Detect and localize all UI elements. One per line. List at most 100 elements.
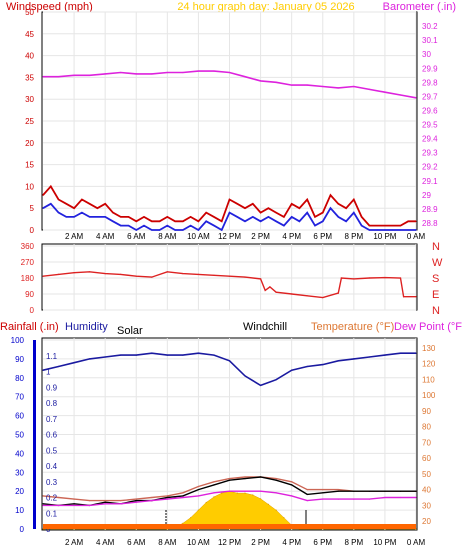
windspeed-line-point [73, 207, 75, 209]
wind_avg-line-point [213, 225, 215, 227]
wind_avg-line-point [322, 220, 324, 222]
solar-point [275, 509, 277, 511]
temperature-line-point [228, 478, 231, 480]
dew_point-line-point [353, 498, 355, 500]
humidity-line-point [306, 365, 308, 368]
wind_avg-line-point [361, 225, 363, 227]
humidity-line-point [353, 358, 355, 360]
direction-line-point [57, 273, 60, 275]
humidity-y-tick-label: 0 [20, 525, 25, 534]
windchill-line-point [275, 479, 277, 481]
direction-line-point [89, 271, 91, 273]
temperature-line-point [182, 492, 184, 494]
dew_point-line-point [89, 504, 91, 506]
windspeed-line-point [42, 194, 44, 196]
windspeed-line-point [384, 225, 386, 227]
barometer-line-point [384, 91, 386, 93]
wind_avg-line-point [392, 229, 394, 231]
wind-x-tick-label: 8 AM [158, 232, 177, 241]
wind-y-tick-label: 15 [25, 161, 34, 170]
wind-y-tick-label: 45 [25, 30, 34, 39]
dir-y-tick-label: 360 [21, 242, 35, 251]
solar-point [221, 492, 223, 494]
temperature-line-point [151, 496, 153, 499]
dew_point-line-point [151, 500, 153, 502]
humidity-line-point [42, 369, 44, 371]
rain-y-tick-label: 0.6 [46, 431, 58, 440]
wind-x-tick-label: 6 AM [127, 232, 146, 241]
barometer-line-point [89, 74, 91, 76]
humidity-y-tick-label: 60 [15, 412, 24, 421]
windspeed-line-point [190, 216, 192, 218]
rain-y-tick-label: 1.1 [46, 352, 58, 361]
dew_point-line-point [415, 496, 417, 499]
baro-y-tick-label: 29.3 [422, 149, 438, 158]
windchill-line-point [415, 490, 417, 492]
baro-y-tick-label: 29.9 [422, 64, 438, 73]
direction-line-point [291, 293, 293, 295]
windspeed-title: Windspeed (mph) [6, 1, 93, 13]
windchill-line-point [368, 490, 370, 492]
wind_avg-line-point [205, 220, 207, 222]
humidity-y-tick-label: 30 [15, 468, 24, 477]
windspeed-line-point [244, 207, 246, 209]
temperature-line-point [89, 500, 91, 502]
humidity-y-tick-label: 50 [15, 431, 24, 440]
temperature-line-point [213, 481, 215, 483]
humidity-line-point [120, 354, 122, 356]
humidity-line-point [399, 352, 402, 354]
windspeed-line-point [407, 220, 409, 222]
humidity-line-point [166, 354, 168, 356]
humidity-y-tick-label: 10 [15, 506, 24, 515]
baro-y-tick-label: 30.1 [422, 36, 438, 45]
wind_avg-line-point [306, 212, 308, 214]
temperature-line-point [322, 489, 324, 491]
wind-x-tick-label: 10 AM [187, 232, 210, 241]
windspeed-line-point [361, 216, 363, 218]
dew_point-line-point [197, 495, 199, 497]
temp-y-tick-label: 120 [422, 360, 436, 369]
temperature-line-point [244, 476, 246, 478]
temp-x-tick-label: 2 AM [65, 538, 84, 547]
humidity-line-point [57, 365, 60, 368]
dew_point-line-point [306, 500, 308, 502]
humidity-y-tick-label: 20 [15, 487, 24, 496]
windspeed-line-point [57, 198, 60, 201]
dew_point-line-point [275, 492, 277, 494]
rain-y-tick-label: 0.4 [46, 462, 58, 471]
temp-x-tick-label: 6 PM [313, 538, 332, 547]
barometer-line-point [213, 70, 215, 72]
windspeed-line-point [228, 198, 231, 201]
dew_point-line-point [57, 504, 60, 506]
humidity-line-point [260, 384, 262, 386]
rain-y-tick-label: 0.2 [46, 494, 58, 503]
windchill-line-point [104, 501, 106, 503]
barometer-line-point [73, 74, 75, 76]
wind-y-tick-label: 10 [25, 182, 34, 191]
baro-y-tick-label: 30.2 [422, 22, 438, 31]
dir-y-tick-label: 270 [21, 258, 35, 267]
dew_point-line-point [228, 490, 231, 492]
windchill-line-point [322, 492, 324, 494]
direction-line-point [260, 278, 262, 280]
temp-x-tick-label: 8 PM [344, 538, 363, 547]
windspeed-line-point [174, 220, 176, 222]
wind-y-tick-label: 20 [25, 139, 34, 148]
windspeed-line-point [298, 207, 300, 209]
windchill-line-point [213, 484, 215, 486]
rain-axis-bar [33, 340, 36, 529]
dir-compass-label: N [432, 241, 440, 253]
direction-line-point [42, 275, 44, 277]
wind_avg-line-point [221, 229, 223, 231]
wind_avg-line-point [65, 216, 67, 218]
barometer-line-point [182, 71, 184, 74]
wind_avg-line-point [151, 229, 153, 231]
windchill-title: Windchill [243, 321, 287, 333]
windchill-line-point [337, 490, 339, 492]
direction-line-point [269, 286, 271, 288]
temp-y-tick-label: 100 [422, 391, 436, 400]
temperature-line-point [42, 495, 44, 497]
humidity-line-point [368, 356, 370, 358]
wind-x-tick-label: 2 PM [251, 232, 270, 241]
